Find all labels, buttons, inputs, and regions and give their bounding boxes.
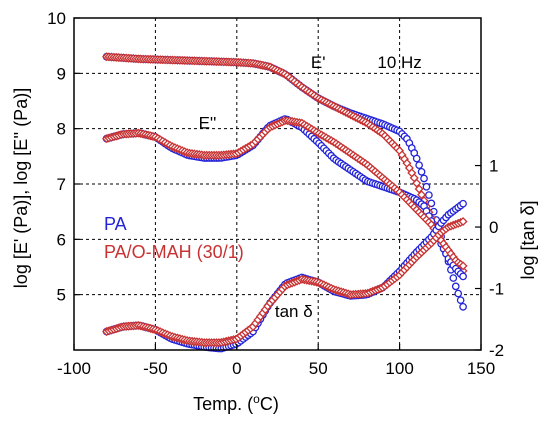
y-tick-label-right: -1 (489, 280, 504, 299)
y-tick-label-left: 10 (47, 9, 66, 28)
x-tick-label: -100 (57, 359, 91, 378)
tick-labels: -100 -50 0 50 100 150 5 6 7 8 9 10 -2 -1 0 1 (47, 9, 504, 378)
y-tick-label-left: 6 (57, 230, 66, 249)
series-2 (102, 52, 468, 276)
y-tick-label-left: 7 (57, 175, 66, 194)
y-tick-label-left: 5 (57, 286, 66, 305)
ticks (73, 17, 482, 351)
data-point (417, 190, 427, 200)
annotation: tan δ (275, 302, 313, 321)
data-point (458, 261, 468, 271)
annotation: E'' (199, 114, 217, 133)
y-tick-label-right: 1 (489, 157, 498, 176)
x-tick-label: 0 (232, 359, 241, 378)
data-point (449, 274, 458, 282)
data-point (417, 167, 426, 176)
data-point (459, 199, 467, 208)
data-point (459, 302, 467, 311)
annotation: E' (311, 53, 326, 72)
y-tick-label-left: 9 (57, 64, 66, 83)
series-4 (102, 116, 468, 271)
data-point (422, 182, 431, 191)
x-axis-label: Temp. (oC) (193, 392, 279, 414)
data-point (454, 289, 463, 298)
data-point (451, 282, 460, 291)
data-point (427, 199, 436, 208)
series-layer (102, 52, 468, 353)
legend-entry: PA/O-MAH (30/1) (104, 242, 244, 262)
grid (74, 18, 481, 350)
data-point (414, 184, 424, 194)
legend-entry: PA (104, 214, 127, 234)
legend: PA PA/O-MAH (30/1) (104, 214, 244, 262)
data-point (459, 272, 467, 281)
y-axis-label-right: log [tan δ] (518, 200, 538, 279)
y-axis-label-left: log [E' (Pa)], log [E'' (Pa)] (11, 88, 31, 288)
x-tick-label: 100 (385, 359, 413, 378)
x-tick-label: 150 (467, 359, 495, 378)
y-tick-label-right: -2 (489, 341, 504, 360)
annotation: 10 Hz (377, 53, 421, 72)
data-point (425, 191, 433, 199)
x-tick-label: -50 (143, 359, 168, 378)
data-point (412, 178, 422, 188)
x-tick-label: 50 (309, 359, 328, 378)
annotations: E' 10 Hz E'' tan δ (199, 53, 422, 321)
data-point (458, 216, 468, 227)
series-6 (102, 216, 468, 348)
data-point (412, 154, 421, 163)
data-point (456, 296, 465, 305)
data-point (415, 161, 423, 170)
y-tick-label-right: 0 (489, 218, 498, 237)
data-point (420, 174, 428, 183)
y-tick-label-left: 8 (57, 120, 66, 139)
series-1 (102, 52, 467, 311)
